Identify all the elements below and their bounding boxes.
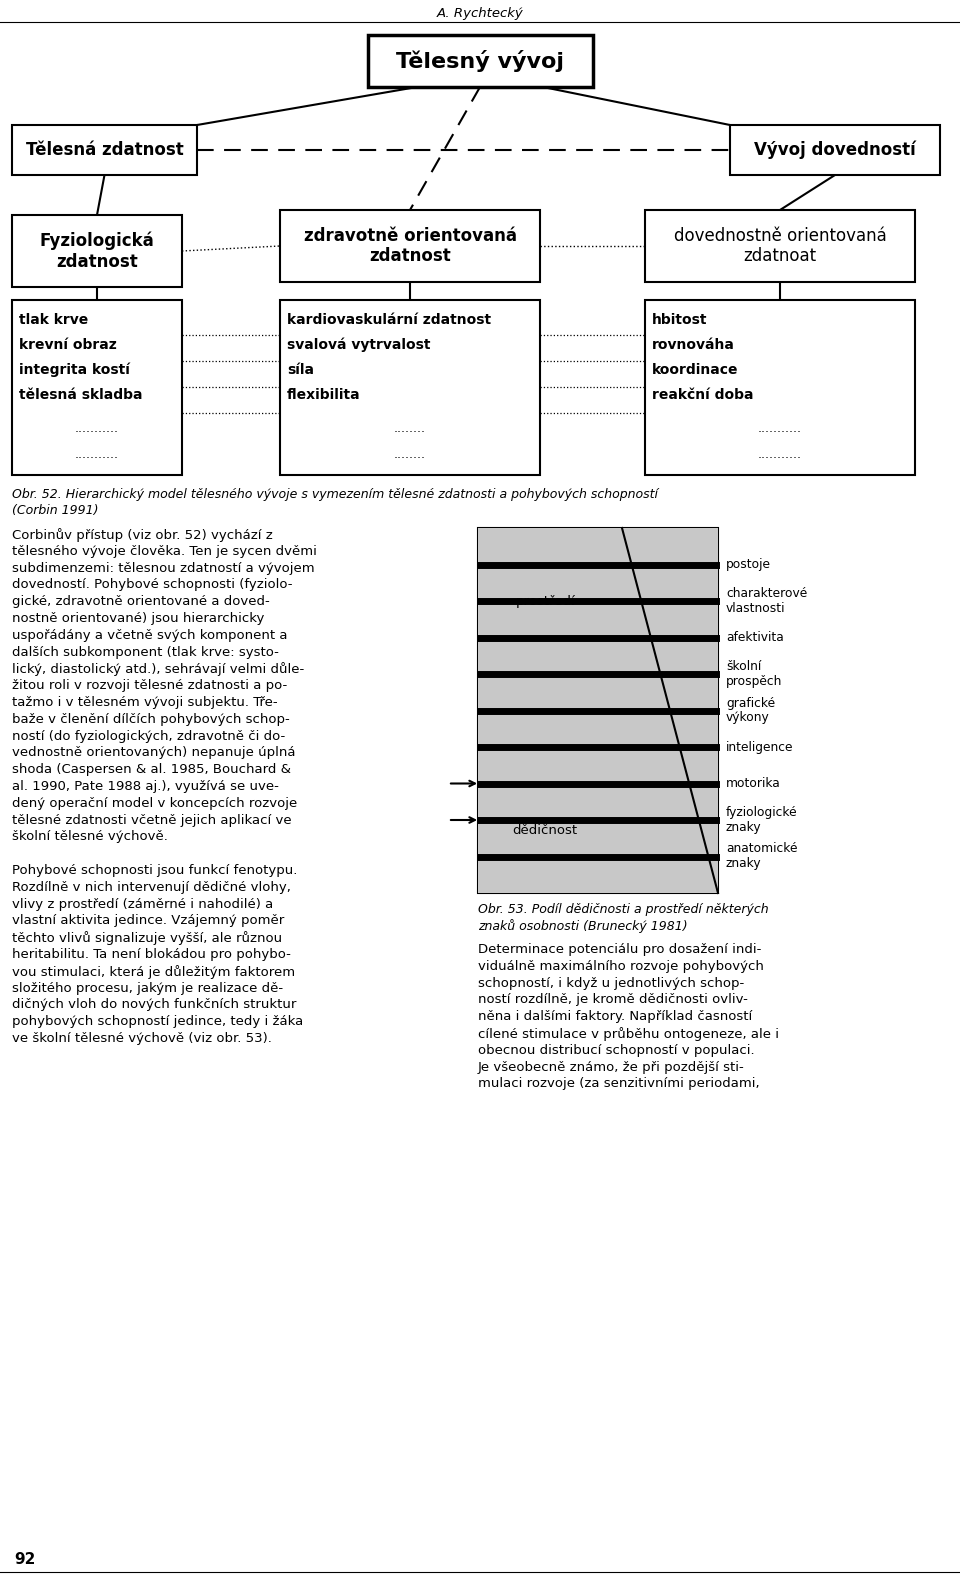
Text: viduálně maximálního rozvoje pohybových: viduálně maximálního rozvoje pohybových bbox=[478, 960, 764, 973]
Text: Obr. 52. Hierarchický model tělesného vývoje s vymezením tělesné zdatnosti a poh: Obr. 52. Hierarchický model tělesného vý… bbox=[12, 487, 658, 501]
Text: dený operační model v koncepcích rozvoje: dený operační model v koncepcích rozvoje bbox=[12, 797, 298, 809]
Bar bbox=[12, 300, 182, 475]
Text: postoje: postoje bbox=[726, 559, 771, 571]
Text: grafické
výkony: grafické výkony bbox=[726, 697, 775, 725]
Bar bbox=[280, 209, 540, 282]
Text: nostně orientované) jsou hierarchicky: nostně orientované) jsou hierarchicky bbox=[12, 613, 264, 625]
Bar bbox=[645, 300, 915, 475]
Text: mulaci rozvoje (za senzitivními periodami,: mulaci rozvoje (za senzitivními periodam… bbox=[478, 1078, 759, 1090]
Text: žitou roli v rozvoji tělesné zdatnosti a po-: žitou roli v rozvoji tělesné zdatnosti a… bbox=[12, 679, 287, 692]
Text: tělesného vývoje člověka. Ten je sycen dvěmi: tělesného vývoje člověka. Ten je sycen d… bbox=[12, 544, 317, 557]
Text: 92: 92 bbox=[14, 1552, 36, 1568]
Text: shoda (Caspersen & al. 1985, Bouchard &: shoda (Caspersen & al. 1985, Bouchard & bbox=[12, 763, 291, 776]
Text: Je všeobecně známo, že při pozdější sti-: Je všeobecně známo, že při pozdější sti- bbox=[478, 1060, 745, 1073]
Bar bbox=[12, 125, 197, 175]
Text: charakterové
vlastnosti: charakterové vlastnosti bbox=[726, 587, 807, 616]
Text: hbitost: hbitost bbox=[652, 313, 708, 327]
Text: školní tělesné výchově.: školní tělesné výchově. bbox=[12, 830, 168, 843]
Bar bbox=[645, 209, 915, 282]
Text: ........: ........ bbox=[394, 422, 426, 435]
Text: dičných vloh do nových funkčních struktur: dičných vloh do nových funkčních struktu… bbox=[12, 998, 297, 1011]
Text: prostředí: prostředí bbox=[516, 595, 575, 608]
Text: al. 1990, Pate 1988 aj.), využívá se uve-: al. 1990, Pate 1988 aj.), využívá se uve… bbox=[12, 779, 278, 794]
Bar bbox=[730, 125, 940, 175]
Text: afektivita: afektivita bbox=[726, 632, 783, 644]
Text: složitého procesu, jakým je realizace dě-: složitého procesu, jakým je realizace dě… bbox=[12, 982, 283, 995]
Text: Tělesný vývoj: Tělesný vývoj bbox=[396, 51, 564, 71]
Text: ností (do fyziologických, zdravotně či do-: ností (do fyziologických, zdravotně či d… bbox=[12, 730, 285, 743]
Text: baže v členění dílčích pohybových schop-: baže v členění dílčích pohybových schop- bbox=[12, 713, 290, 725]
Text: subdimenzemi: tělesnou zdatností a vývojem: subdimenzemi: tělesnou zdatností a vývoj… bbox=[12, 562, 315, 574]
Text: ...........: ........... bbox=[75, 422, 119, 435]
Polygon shape bbox=[478, 528, 718, 893]
Text: Fyziologická
zdatnost: Fyziologická zdatnost bbox=[39, 232, 155, 271]
Text: dovedností. Pohybové schopnosti (fyziolo-: dovedností. Pohybové schopnosti (fyziolo… bbox=[12, 578, 293, 592]
Text: dalších subkomponent (tlak krve: systo-: dalších subkomponent (tlak krve: systo- bbox=[12, 646, 278, 659]
Text: těchto vlivů signalizuje vyšší, ale různou: těchto vlivů signalizuje vyšší, ale různ… bbox=[12, 932, 282, 946]
Text: dědičnost: dědičnost bbox=[513, 825, 578, 838]
Text: vlastní aktivita jedince. Vzájemný poměr: vlastní aktivita jedince. Vzájemný poměr bbox=[12, 914, 284, 927]
Bar bbox=[368, 35, 592, 87]
Text: ností rozdílně, je kromě dědičnosti ovliv-: ností rozdílně, je kromě dědičnosti ovli… bbox=[478, 993, 748, 1006]
Text: školní
prospěch: školní prospěch bbox=[726, 660, 782, 689]
Text: obecnou distribucí schopností v populaci.: obecnou distribucí schopností v populaci… bbox=[478, 1044, 755, 1057]
Text: Rozdílně v nich intervenují dědičné vlohy,: Rozdílně v nich intervenují dědičné vloh… bbox=[12, 881, 291, 893]
Text: něna i dalšími faktory. Například časností: něna i dalšími faktory. Například časnos… bbox=[478, 1011, 753, 1024]
Text: ........: ........ bbox=[394, 449, 426, 462]
Text: ...........: ........... bbox=[758, 449, 802, 462]
Text: tažmo i v tělesném vývoji subjektu. Tře-: tažmo i v tělesném vývoji subjektu. Tře- bbox=[12, 697, 277, 709]
Text: kardiovaskulární zdatnost: kardiovaskulární zdatnost bbox=[287, 313, 492, 327]
Text: tělesné zdatnosti včetně jejich aplikací ve: tělesné zdatnosti včetně jejich aplikací… bbox=[12, 814, 292, 827]
Bar bbox=[12, 214, 182, 287]
Text: tlak krve: tlak krve bbox=[19, 313, 88, 327]
Text: dovednostně orientovaná
zdatnoat: dovednostně orientovaná zdatnoat bbox=[674, 227, 886, 265]
Text: A. Rychtecký: A. Rychtecký bbox=[437, 6, 523, 19]
Text: cílené stimulace v průběhu ontogeneze, ale i: cílené stimulace v průběhu ontogeneze, a… bbox=[478, 1027, 779, 1041]
Text: Tělesná zdatnost: Tělesná zdatnost bbox=[26, 141, 183, 159]
Text: gické, zdravotně orientované a doved-: gické, zdravotně orientované a doved- bbox=[12, 595, 270, 608]
Text: integrita kostí: integrita kostí bbox=[19, 363, 130, 378]
Bar bbox=[478, 528, 718, 893]
Text: tělesná skladba: tělesná skladba bbox=[19, 387, 142, 402]
Text: Determinace potenciálu pro dosažení indi-: Determinace potenciálu pro dosažení indi… bbox=[478, 943, 761, 955]
Text: síla: síla bbox=[287, 363, 314, 378]
Text: ve školní tělesné výchově (viz obr. 53).: ve školní tělesné výchově (viz obr. 53). bbox=[12, 1032, 272, 1044]
Text: (Corbin 1991): (Corbin 1991) bbox=[12, 505, 99, 517]
Text: zdravotně orientovaná
zdatnost: zdravotně orientovaná zdatnost bbox=[303, 227, 516, 265]
Text: uspořádány a včetně svých komponent a: uspořádány a včetně svých komponent a bbox=[12, 628, 287, 641]
Text: Corbinův přístup (viz obr. 52) vychází z: Corbinův přístup (viz obr. 52) vychází z bbox=[12, 528, 273, 543]
Text: schopností, i když u jednotlivých schop-: schopností, i když u jednotlivých schop- bbox=[478, 976, 744, 990]
Text: znaků osobnosti (Brunecký 1981): znaků osobnosti (Brunecký 1981) bbox=[478, 919, 687, 933]
Text: vou stimulaci, která je důležitým faktorem: vou stimulaci, která je důležitým faktor… bbox=[12, 965, 295, 979]
Text: ...........: ........... bbox=[758, 422, 802, 435]
Text: lický, diastolický atd.), sehrávají velmi důle-: lický, diastolický atd.), sehrávají velm… bbox=[12, 662, 304, 676]
Text: motorika: motorika bbox=[726, 778, 780, 790]
Text: rovnováha: rovnováha bbox=[652, 338, 734, 352]
Text: anatomické
znaky: anatomické znaky bbox=[726, 843, 798, 871]
Text: Obr. 53. Podíl dědičnosti a prostředí některých: Obr. 53. Podíl dědičnosti a prostředí ně… bbox=[478, 903, 769, 916]
Text: ...........: ........... bbox=[75, 449, 119, 462]
Text: krevní obraz: krevní obraz bbox=[19, 338, 117, 352]
Text: pohybových schopností jedince, tedy i žáka: pohybových schopností jedince, tedy i žá… bbox=[12, 1016, 303, 1028]
Bar bbox=[280, 300, 540, 475]
Text: heritabilitu. Ta není blokádou pro pohybo-: heritabilitu. Ta není blokádou pro pohyb… bbox=[12, 947, 291, 962]
Text: Pohybové schopnosti jsou funkcí fenotypu.: Pohybové schopnosti jsou funkcí fenotypu… bbox=[12, 863, 298, 878]
Text: koordinace: koordinace bbox=[652, 363, 738, 378]
Text: inteligence: inteligence bbox=[726, 741, 794, 754]
Text: vednostně orientovaných) nepanuje úplná: vednostně orientovaných) nepanuje úplná bbox=[12, 746, 296, 760]
Text: Vývoj dovedností: Vývoj dovedností bbox=[755, 141, 916, 159]
Text: vlivy z prostředí (záměrné i nahodilé) a: vlivy z prostředí (záměrné i nahodilé) a bbox=[12, 898, 274, 911]
Text: flexibilita: flexibilita bbox=[287, 387, 361, 402]
Text: fyziologické
znaky: fyziologické znaky bbox=[726, 806, 798, 835]
Text: reakční doba: reakční doba bbox=[652, 387, 754, 402]
Text: svalová vytrvalost: svalová vytrvalost bbox=[287, 338, 430, 352]
